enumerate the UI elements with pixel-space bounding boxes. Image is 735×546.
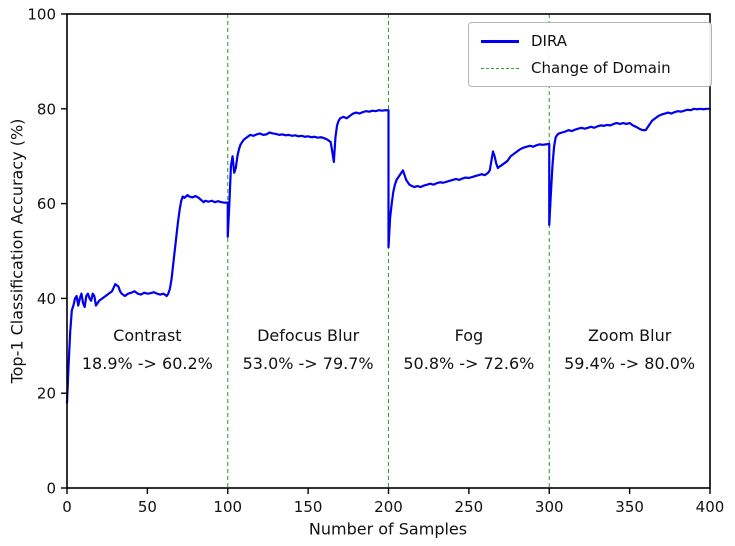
x-axis-label: Number of Samples xyxy=(308,519,468,539)
x-tick-label: 400 xyxy=(696,498,725,516)
domain-annotation-contrast: Contrast 18.9% -> 60.2% xyxy=(82,322,213,378)
dira-line-icon xyxy=(481,39,519,43)
y-tick-label: 80 xyxy=(37,100,56,118)
domain-accuracy-change: 18.9% -> 60.2% xyxy=(81,354,213,373)
legend-entry-change-of-domain: Change of Domain xyxy=(481,59,699,77)
domain-annotation-zoom-blur: Zoom Blur 59.4% -> 80.0% xyxy=(564,322,695,378)
y-tick-label: 0 xyxy=(46,480,56,498)
domain-accuracy-change: 50.8% -> 72.6% xyxy=(403,354,535,373)
domain-name: Defocus Blur xyxy=(257,326,360,345)
series-line-dira xyxy=(65,107,712,404)
legend: DIRA Change of Domain xyxy=(468,22,712,87)
y-tick-label: 100 xyxy=(27,6,56,24)
change-of-domain-line-icon xyxy=(481,67,519,69)
legend-label-dira: DIRA xyxy=(531,32,568,50)
domain-name: Zoom Blur xyxy=(587,326,672,345)
x-tick-label: 300 xyxy=(535,498,564,516)
legend-label-change-of-domain: Change of Domain xyxy=(531,59,671,77)
x-tick-label: 100 xyxy=(213,498,242,516)
y-tick-label: 60 xyxy=(37,195,56,213)
x-tick-label: 0 xyxy=(62,498,72,516)
domain-accuracy-change: 53.0% -> 79.7% xyxy=(242,354,374,373)
domain-name: Contrast xyxy=(113,326,182,345)
x-tick-label: 350 xyxy=(615,498,644,516)
x-tick-label: 250 xyxy=(455,498,484,516)
y-axis-label: Top-1 Classification Accuracy (%) xyxy=(7,118,27,384)
domain-annotation-fog: Fog 50.8% -> 72.6% xyxy=(403,322,534,378)
x-tick-label: 50 xyxy=(138,498,157,516)
domain-annotation-defocus-blur: Defocus Blur 53.0% -> 79.7% xyxy=(243,322,374,378)
legend-entry-dira: DIRA xyxy=(481,32,699,50)
y-tick-label: 40 xyxy=(37,290,56,308)
x-tick-label: 200 xyxy=(374,498,403,516)
x-tick-label: 150 xyxy=(294,498,323,516)
y-tick-label: 20 xyxy=(37,385,56,403)
domain-name: Fog xyxy=(454,326,484,345)
domain-accuracy-change: 59.4% -> 80.0% xyxy=(564,354,696,373)
